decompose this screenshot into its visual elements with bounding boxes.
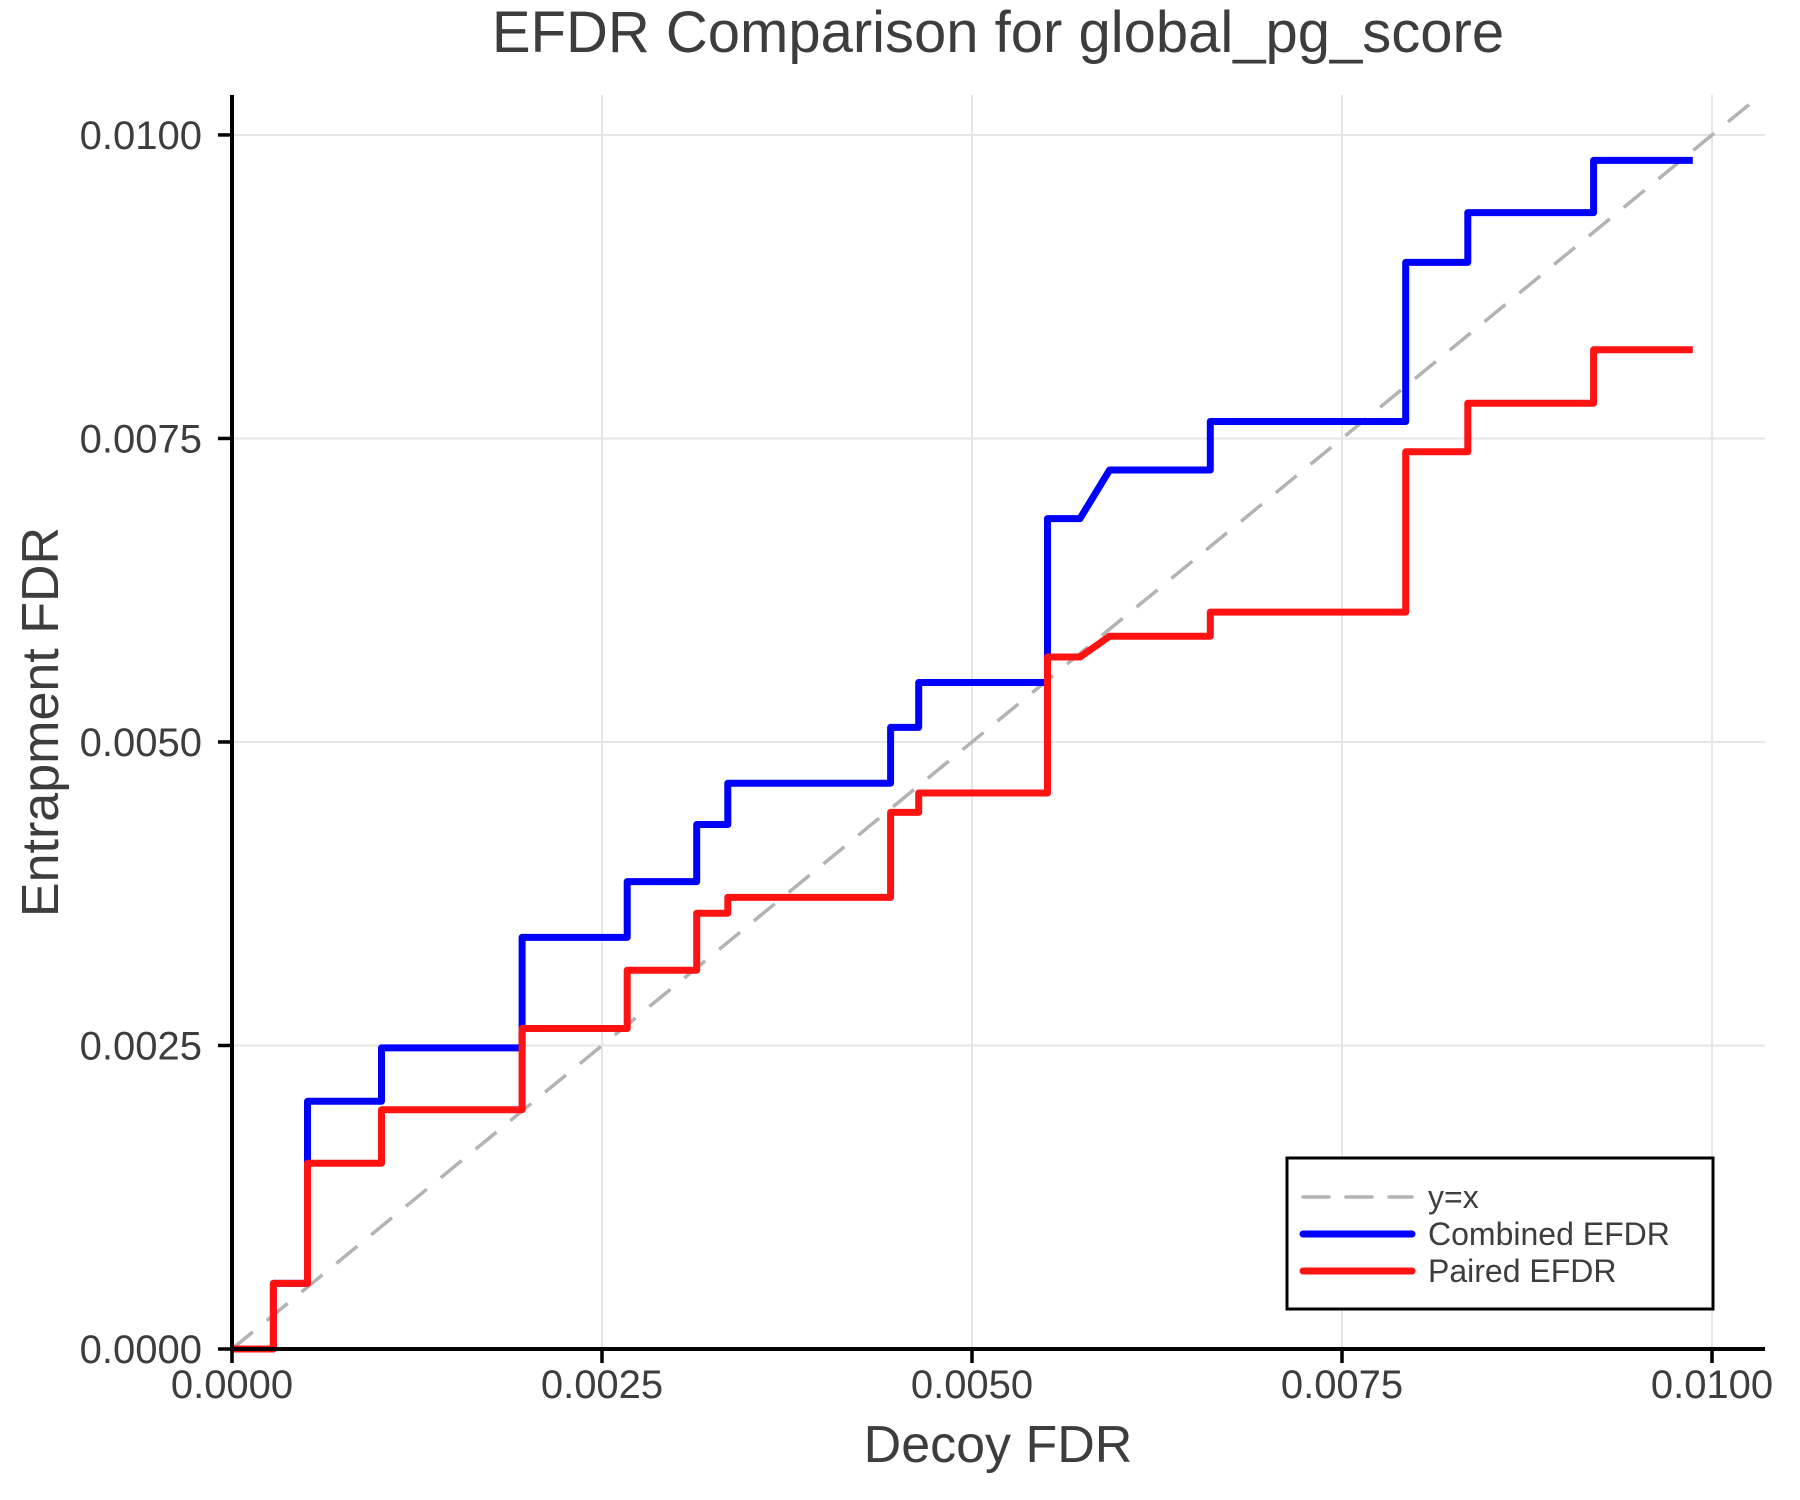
series-lines bbox=[230, 93, 1763, 1353]
axes: 0.0000 0.0025 0.0050 0.0075 0.0100 0.0000 0.00… bbox=[80, 95, 1773, 1407]
chart-title: EFDR Comparison for global_pg_score bbox=[492, 0, 1504, 65]
y-axis-label: Entrapment FDR bbox=[12, 527, 70, 917]
legend-entry-y-x: y=x bbox=[1301, 1179, 1479, 1215]
y-tick-label-0.0100: 0.0100 bbox=[80, 114, 202, 158]
x-tick-label-0.0000: 0.0000 bbox=[171, 1363, 293, 1407]
legend-entry-combined-efdr: Combined EFDR bbox=[1299, 1216, 1670, 1252]
x-tick-label-0.0075: 0.0075 bbox=[1281, 1363, 1403, 1407]
series-combined-efdr bbox=[232, 156, 1693, 1353]
series-y-x bbox=[230, 93, 1763, 1351]
x-tick-label-0.0050: 0.0050 bbox=[911, 1363, 1033, 1407]
x-axis-label: Decoy FDR bbox=[864, 1416, 1133, 1474]
legend-label-paired-efdr: Paired EFDR bbox=[1428, 1253, 1617, 1289]
y-tick-label-0.0050: 0.0050 bbox=[80, 721, 202, 765]
x-tick-label-0.0100: 0.0100 bbox=[1651, 1363, 1773, 1407]
y-tick-label-0.0025: 0.0025 bbox=[80, 1024, 202, 1068]
series-paired-efdr bbox=[232, 346, 1693, 1353]
x-tick-label-0.0025: 0.0025 bbox=[541, 1363, 663, 1407]
legend-label-y-x: y=x bbox=[1428, 1179, 1479, 1215]
y-tick-label-0.0075: 0.0075 bbox=[80, 417, 202, 461]
legend-label-combined-efdr: Combined EFDR bbox=[1428, 1216, 1670, 1252]
y-tick-label-0.0000: 0.0000 bbox=[80, 1328, 202, 1372]
legend-entry-paired-efdr: Paired EFDR bbox=[1299, 1253, 1617, 1289]
